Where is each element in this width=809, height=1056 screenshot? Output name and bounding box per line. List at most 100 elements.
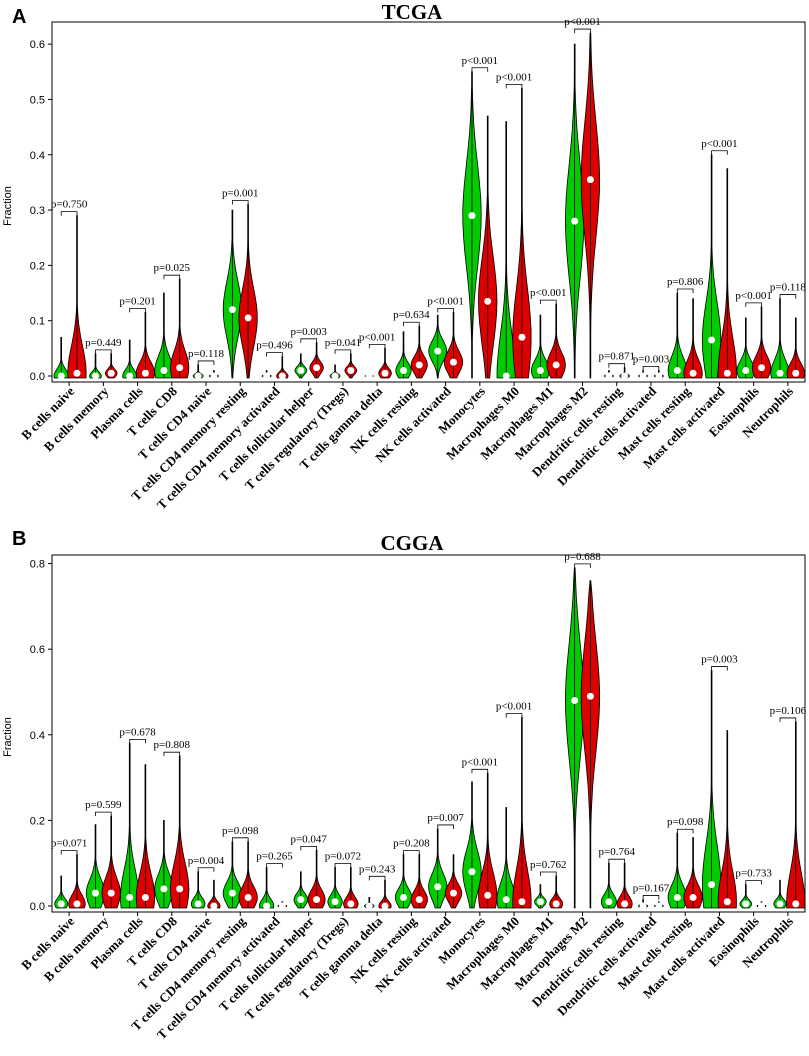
- p-value-label: p=0.003: [290, 326, 327, 338]
- median-dot: [673, 893, 681, 901]
- y-tick-label: 0.3: [30, 205, 45, 217]
- median-dot: [708, 881, 716, 889]
- p-value-label: p=0.764: [599, 846, 636, 858]
- p-bracket: [95, 811, 112, 817]
- p-bracket: [368, 343, 386, 349]
- p-bracket: [711, 666, 728, 671]
- p-bracket: [642, 895, 660, 900]
- chart-title: CGGA: [381, 531, 445, 555]
- p-value-label: p=0.072: [325, 850, 361, 862]
- median-dot: [126, 372, 134, 380]
- p-value-label: p=0.098: [222, 825, 259, 837]
- p-bracket: [437, 307, 454, 313]
- p-bracket: [231, 837, 249, 842]
- p-bracket: [574, 28, 591, 34]
- median-dot: [278, 902, 286, 910]
- median-dot: [586, 692, 594, 700]
- p-value-label: p=0.071: [51, 838, 87, 850]
- p-value-label: p<0.001: [427, 295, 463, 307]
- p-value-label: p=0.806: [667, 276, 704, 288]
- median-dot: [278, 372, 286, 380]
- p-value-label: p=0.496: [256, 340, 293, 352]
- p-value-label: p<0.001: [530, 287, 566, 299]
- p-bracket: [471, 768, 489, 774]
- median-dot: [297, 366, 305, 374]
- p-value-label: p<0.001: [496, 71, 532, 83]
- median-dot: [176, 364, 184, 372]
- median-dot: [449, 889, 457, 897]
- median-dot: [502, 896, 510, 904]
- y-tick-label: 0.8: [30, 559, 45, 571]
- p-value-label: p=0.201: [119, 295, 155, 307]
- p-bracket: [779, 294, 797, 299]
- p-bracket: [437, 824, 454, 829]
- median-dot: [518, 333, 526, 341]
- p-bracket: [608, 363, 626, 368]
- median-dot: [552, 900, 560, 908]
- median-dot: [689, 893, 697, 901]
- p-value-label: p=0.167: [633, 883, 670, 895]
- median-dot: [194, 372, 202, 380]
- p-bracket: [231, 200, 249, 205]
- p-bracket: [505, 713, 523, 718]
- median-dot: [468, 212, 476, 220]
- median-dot: [141, 369, 149, 377]
- p-value-label: p=0.098: [667, 816, 704, 828]
- p-value-label: p<0.001: [462, 756, 498, 768]
- median-dot: [313, 896, 321, 904]
- p-value-label: p=0.041: [325, 337, 361, 349]
- p-bracket: [60, 211, 78, 216]
- p-bracket: [574, 563, 591, 568]
- p-value-label: p=0.025: [154, 262, 191, 274]
- median-dot: [73, 900, 81, 908]
- median-dot: [244, 893, 252, 901]
- median-dot: [742, 366, 750, 374]
- p-bracket: [745, 302, 762, 307]
- median-dot: [107, 369, 115, 377]
- p-value-label: p<0.001: [735, 290, 771, 302]
- plot-frame: [51, 554, 806, 913]
- p-value-label: p=0.208: [393, 838, 430, 850]
- p-value-label: p<0.001: [496, 701, 532, 713]
- median-dot: [365, 902, 373, 910]
- median-dot: [434, 883, 442, 891]
- median-dot: [518, 898, 526, 906]
- p-value-label: p<0.001: [359, 331, 395, 343]
- p-bracket: [163, 274, 181, 280]
- median-dot: [210, 372, 218, 380]
- y-tick-label: 0.1: [30, 316, 45, 328]
- p-bracket: [368, 875, 386, 881]
- y-tick-label: 0.0: [30, 901, 45, 913]
- median-dot: [468, 868, 476, 876]
- median-dot: [141, 893, 149, 901]
- median-dot: [639, 372, 647, 380]
- median-dot: [381, 369, 389, 377]
- p-value-label: p<0.001: [462, 55, 498, 67]
- y-tick-label: 0.4: [30, 730, 45, 742]
- y-axis-label: Fraction: [2, 186, 14, 226]
- median-dot: [673, 366, 681, 374]
- median-dot: [381, 902, 389, 910]
- p-value-label: p=0.003: [633, 353, 670, 365]
- p-value-label: p=0.003: [701, 654, 738, 666]
- median-dot: [91, 889, 99, 897]
- p-bracket: [95, 349, 112, 354]
- median-dot: [723, 369, 731, 377]
- p-bracket: [197, 867, 215, 872]
- median-dot: [621, 372, 629, 380]
- median-dot: [313, 364, 321, 372]
- median-dot: [708, 336, 716, 344]
- p-bracket: [642, 366, 660, 371]
- median-dot: [502, 372, 510, 380]
- median-dot: [210, 902, 218, 910]
- p-value-label: p=0.001: [222, 188, 258, 200]
- p-value-label: p=0.750: [51, 199, 88, 211]
- panel-tcga: A TCGA Fraction 0.0 0.1 0.2 0.3 0.4 0.5 0.6 p=…: [2, 0, 806, 512]
- p-value-label: p=0.762: [530, 859, 566, 871]
- median-dot: [536, 898, 544, 906]
- median-dot: [655, 372, 663, 380]
- p-value-label: p=0.047: [290, 833, 327, 845]
- p-bracket: [403, 850, 420, 855]
